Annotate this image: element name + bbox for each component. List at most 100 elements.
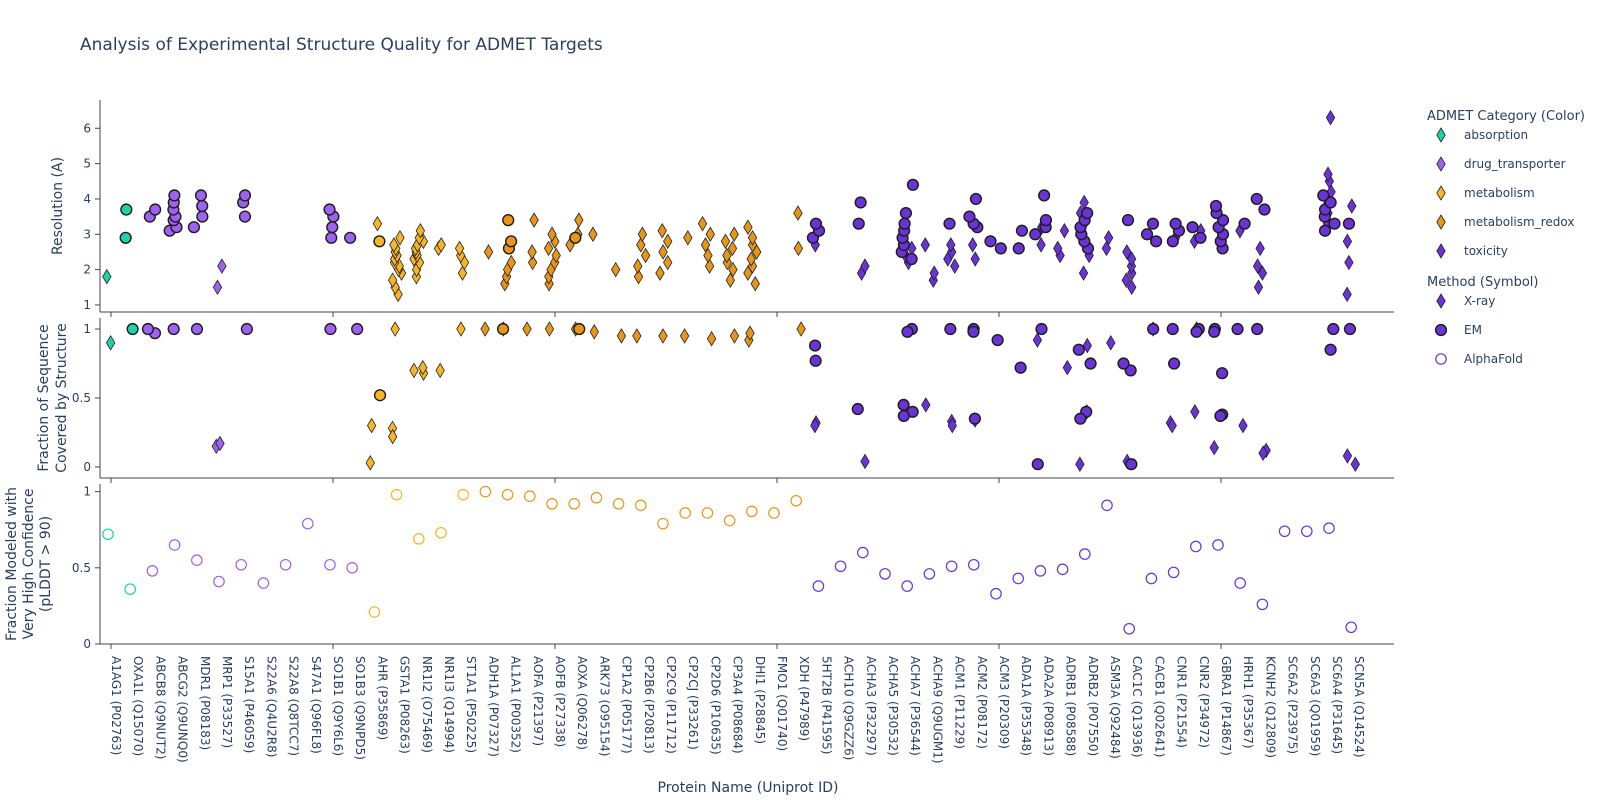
resolution-xray-point	[372, 215, 383, 232]
resolution-xray-point	[1121, 272, 1131, 288]
resolution-em-point	[1186, 221, 1199, 234]
resolution-em-point	[809, 217, 823, 230]
x-tick-label: S22A6 (Q4U2R8)	[264, 656, 278, 757]
alphafold-point	[590, 491, 603, 504]
chart-title: Analysis of Experimental Structure Quali…	[80, 35, 603, 55]
resolution-em-point	[963, 210, 976, 223]
resolution-y-tick-label: 6	[83, 121, 91, 135]
x-tick-label: HRH1 (P35367)	[1241, 656, 1255, 749]
resolution-em-point	[854, 196, 867, 209]
alphafold-point	[1345, 621, 1357, 634]
coverage-xray-point	[658, 328, 668, 344]
legend: ADMET Category (Color) Method (Symbol) a…	[1427, 109, 1585, 366]
resolution-xray-point	[527, 244, 537, 260]
coverage-xray-point	[947, 417, 957, 434]
resolution-xray-point	[1255, 240, 1265, 257]
resolution-em-point	[187, 221, 201, 234]
coverage-em-point	[1117, 357, 1130, 370]
coverage-xray-point	[1258, 445, 1268, 461]
resolution-em-point	[505, 235, 518, 248]
legend-metabolism-icon	[1436, 185, 1446, 201]
x-tick-label: SC6A4 (P31645)	[1330, 656, 1344, 754]
resolution-xray-point	[637, 226, 648, 243]
coverage-em-point	[573, 322, 586, 336]
x-tick-label: AOFB (P27338)	[553, 656, 567, 747]
resolution-xray-point	[1342, 286, 1352, 303]
resolution-em-point	[325, 231, 338, 244]
resolution-xray-point	[506, 254, 516, 271]
resolution-xray-point	[663, 233, 673, 250]
resolution-em-point	[1012, 242, 1025, 255]
alphafold-point	[612, 498, 625, 510]
resolution-xray-point	[968, 237, 978, 253]
alphafold-point	[790, 494, 802, 507]
resolution-em-point	[502, 214, 515, 227]
resolution-xray-point	[947, 244, 957, 260]
coverage-xray-point	[418, 359, 428, 376]
coverage-xray-point	[1350, 456, 1360, 472]
x-tick-label: CP3A4 (P08684)	[731, 656, 745, 754]
legend-metabolism_redox-label: metabolism_redox	[1464, 215, 1574, 229]
resolution-xray-point	[551, 247, 561, 264]
x-tick-label: ADRB1 (P08588)	[1064, 656, 1078, 756]
coverage-xray-point	[745, 325, 755, 341]
x-tick-label: CAC1C (Q13936)	[1130, 656, 1144, 758]
alphafold-point	[1123, 622, 1135, 635]
resolution-xray-point	[704, 258, 715, 274]
legend-color-title: ADMET Category (Color)	[1427, 109, 1585, 124]
x-tick-label: S22A8 (Q8TCC7)	[287, 656, 301, 756]
coverage-xray-point	[1209, 439, 1219, 456]
x-tick-label: ACHA7 (P36544)	[908, 656, 922, 756]
alphafold-point	[1034, 565, 1047, 577]
alphafold-point	[856, 546, 869, 559]
coverage-em-point	[944, 322, 957, 336]
alphafold-point	[346, 562, 358, 574]
x-tick-label: XDH (P47989)	[797, 656, 811, 741]
x-tick-label: ADA2A (P08913)	[1041, 656, 1055, 756]
coverage-xray-point	[480, 321, 490, 337]
coverage-y-tick-label: 0.5	[72, 391, 91, 405]
legend-em-icon	[1434, 323, 1448, 337]
resolution-xray-point	[1252, 258, 1263, 274]
coverage-xray-point	[387, 428, 398, 445]
alphafold-point	[1190, 540, 1202, 553]
x-tick-label: CP2CJ (P33261)	[686, 656, 700, 750]
x-tick-label: MDR1 (P08183)	[198, 656, 212, 750]
alphafold-point	[679, 507, 691, 519]
resolution-em-point	[1015, 224, 1029, 237]
resolution-xray-point	[747, 230, 758, 246]
alphafold-point	[102, 528, 114, 541]
x-tick-label: CNR1 (P21554)	[1175, 656, 1189, 748]
alphafold-point	[213, 575, 225, 588]
coverage-xray-point	[632, 328, 642, 344]
resolution-xray-point	[454, 240, 465, 257]
alphafold-point	[945, 560, 958, 573]
alphafold-point	[1167, 566, 1180, 579]
resolution-xray-point	[1342, 233, 1353, 250]
resolution-panel: 1 2 3 4 5 6 Resolution (A)	[50, 100, 1394, 317]
x-tick-label: ACM2 (P08172)	[975, 656, 989, 749]
resolution-em-point	[984, 235, 997, 248]
coverage-xray-point	[1075, 456, 1085, 472]
x-tick-label: ST1A1 (P50225)	[464, 656, 478, 753]
coverage-xray-point	[589, 324, 599, 340]
alphafold-point	[1256, 598, 1269, 611]
alphafold-point	[168, 539, 181, 551]
resolution-xray-point	[950, 258, 960, 274]
coverage-em-point	[809, 354, 822, 367]
legend-drug_transporter-label: drug_transporter	[1464, 157, 1566, 171]
resolution-xray-point	[395, 230, 405, 246]
x-tick-labels: A1AG1 (P02763) OXA1L (Q15070) ABCB8 (Q9NUT…	[109, 656, 1366, 764]
resolution-xray-point	[1253, 279, 1264, 296]
resolution-xray-point	[574, 212, 584, 228]
legend-absorption-label: absorption	[1464, 128, 1528, 142]
resolution-xray-point	[389, 237, 399, 253]
coverage-xray-point	[1032, 332, 1043, 348]
resolution-em-point	[1318, 224, 1332, 237]
coverage-em-point	[1031, 458, 1044, 471]
resolution-xray-point	[729, 226, 739, 243]
resolution-xray-point	[1127, 279, 1137, 296]
alphafold-y-tick-label: 0	[83, 637, 91, 651]
alphafold-point	[634, 499, 647, 512]
resolution-xray-point	[793, 205, 803, 221]
